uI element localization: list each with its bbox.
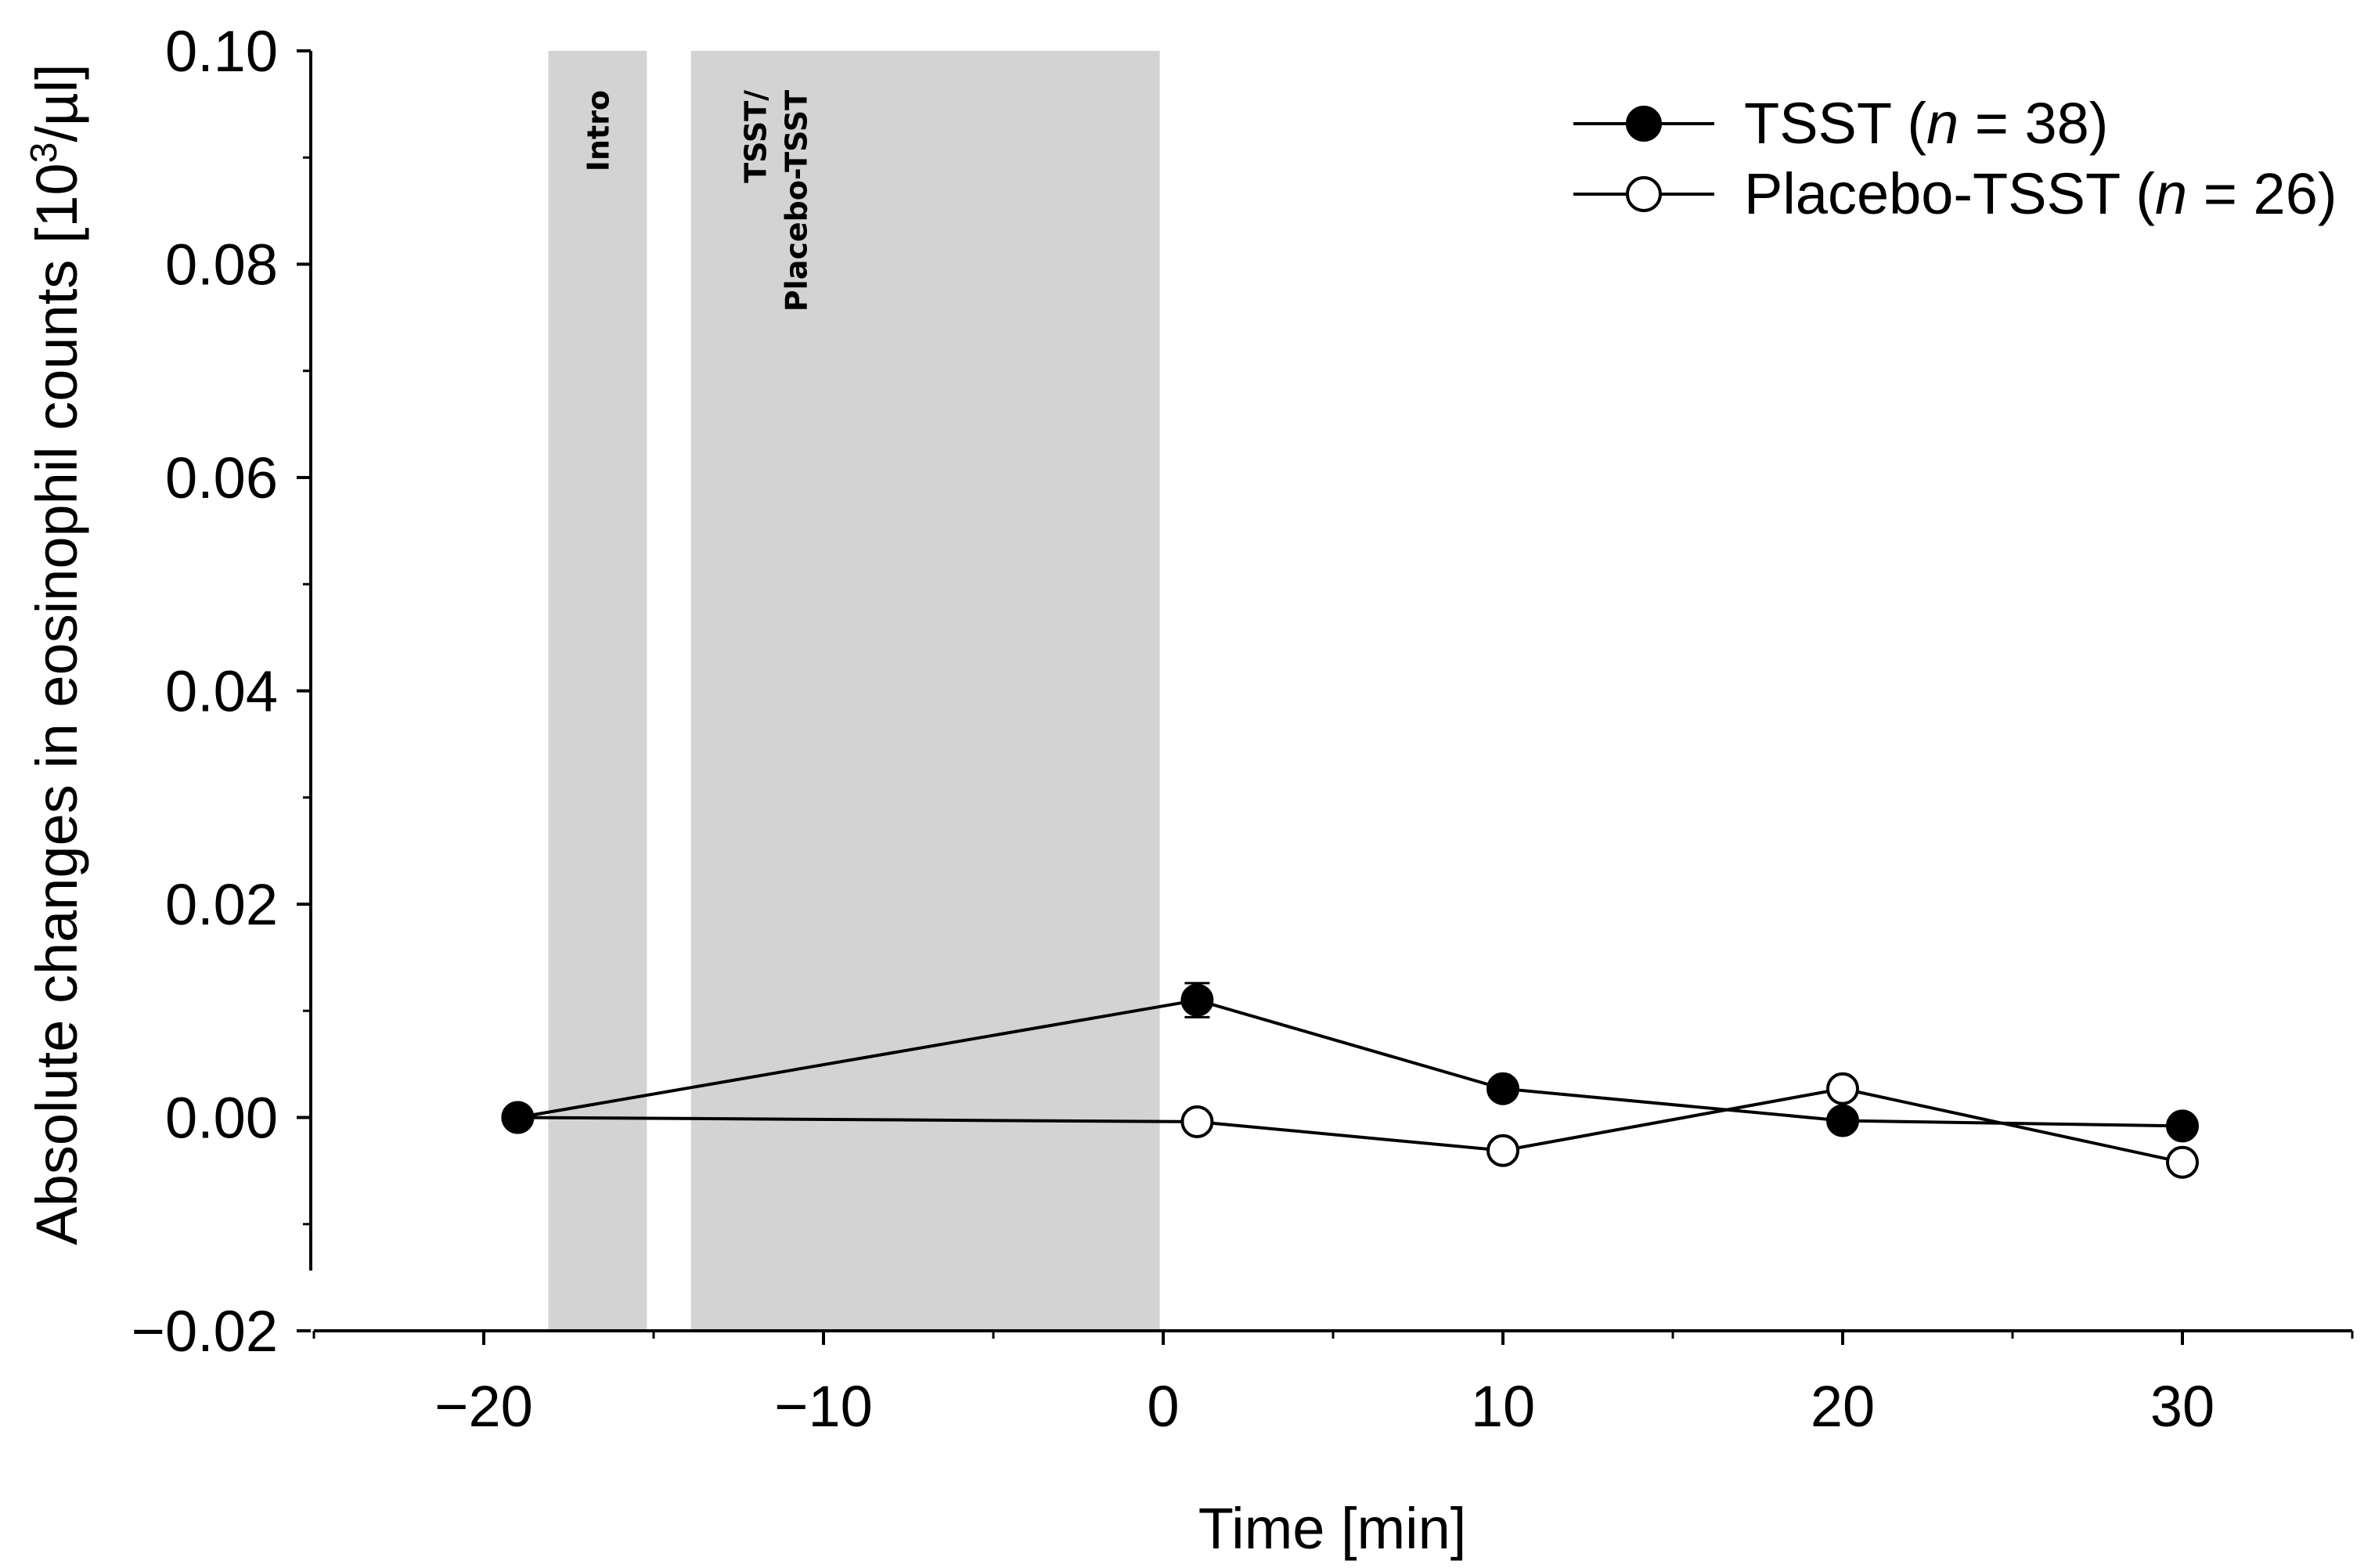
data-point-tsst <box>2166 1109 2199 1143</box>
data-point-placebo <box>1487 1134 1519 1167</box>
legend-item-placebo: Placebo-TSST (n = 26) <box>1573 161 2337 226</box>
y-tick-label: 0.02 <box>165 872 278 937</box>
x-tick-label: −10 <box>774 1374 873 1439</box>
x-ticks: −20 −10 0 10 20 30 <box>312 1331 2354 1439</box>
y-tick-label: −0.02 <box>132 1299 278 1364</box>
y-ticks: −0.02 0.00 0.02 0.04 0.06 0.08 0.10 <box>132 19 311 1364</box>
legend-marker-placebo <box>1626 176 1662 212</box>
y-tick-label: 0.00 <box>165 1086 278 1151</box>
legend-marker-tsst <box>1626 106 1662 142</box>
shaded-region-tsst <box>690 51 1160 1331</box>
x-tick-label: 20 <box>1811 1374 1875 1439</box>
phase-label-intro: Intro <box>581 90 615 171</box>
legend: TSST (n = 38) Placebo-TSST (n = 26) <box>1573 91 2337 226</box>
legend-label-tsst: TSST (n = 38) <box>1744 91 2108 156</box>
data-point-tsst <box>501 1101 535 1134</box>
data-point-placebo <box>2166 1145 2199 1179</box>
legend-item-tsst: TSST (n = 38) <box>1573 91 2108 156</box>
shaded-phase-regions: Intro TSST/Placebo-TSST <box>548 51 1160 1331</box>
data-point-placebo <box>1826 1072 1859 1105</box>
shaded-region-intro <box>548 51 647 1331</box>
y-tick-label: 0.10 <box>165 19 278 84</box>
data-point-tsst <box>1180 983 1214 1017</box>
y-axis-title: Absolute changes in eosinophil counts [1… <box>23 63 90 1245</box>
phase-label-tsst-line2: Placebo-TSST <box>780 90 814 312</box>
x-tick-label: 10 <box>1471 1374 1535 1439</box>
x-tick-label: 0 <box>1147 1374 1179 1439</box>
y-tick-label: 0.08 <box>165 232 278 297</box>
data-point-tsst <box>1487 1072 1519 1105</box>
y-tick-label: 0.04 <box>165 659 278 724</box>
data-point-placebo <box>1180 1105 1214 1138</box>
y-tick-label: 0.06 <box>165 445 278 510</box>
phase-label-tsst-line1: TSST/ <box>739 90 773 183</box>
data-point-tsst <box>1826 1104 1859 1137</box>
legend-label-placebo: Placebo-TSST (n = 26) <box>1744 161 2337 226</box>
series <box>501 982 2199 1179</box>
x-tick-label: 30 <box>2150 1374 2214 1439</box>
x-axis-title: Time [min] <box>1198 1496 1467 1561</box>
x-tick-label: −20 <box>434 1374 533 1439</box>
